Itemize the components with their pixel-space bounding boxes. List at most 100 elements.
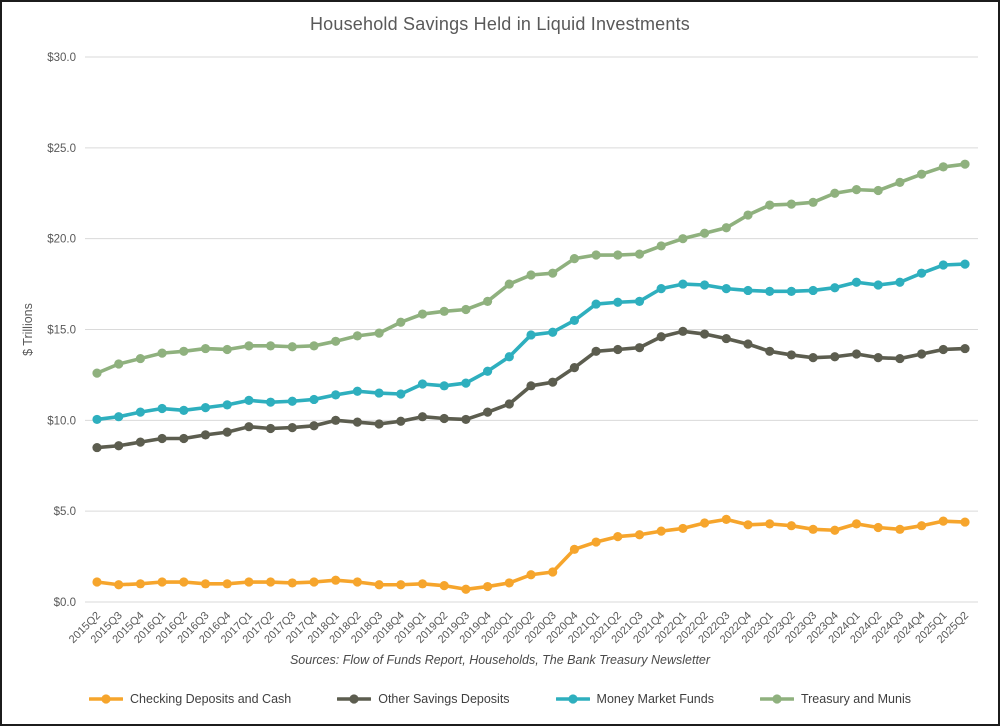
data-point: [266, 397, 276, 407]
data-point: [548, 327, 558, 337]
data-point: [92, 368, 102, 378]
data-point: [960, 259, 970, 269]
data-point: [526, 270, 536, 280]
data-point: [873, 280, 883, 290]
data-point: [179, 346, 189, 356]
data-point: [700, 518, 710, 528]
data-point: [439, 381, 449, 391]
data-point: [374, 388, 384, 398]
data-point: [808, 197, 818, 207]
data-point: [656, 241, 666, 251]
data-point: [114, 580, 124, 590]
data-point: [309, 341, 319, 351]
source-note: Sources: Flow of Funds Report, Household…: [289, 653, 711, 667]
data-point: [895, 353, 905, 364]
data-point: [678, 279, 688, 289]
data-point: [548, 268, 558, 278]
data-point: [830, 352, 840, 362]
data-point: [830, 283, 840, 293]
data-point: [157, 348, 167, 358]
data-point: [504, 279, 514, 289]
legend-label: Checking Deposits and Cash: [130, 692, 292, 706]
y-tick-label: $30.0: [47, 52, 76, 64]
y-tick-label: $10.0: [47, 415, 76, 427]
data-point: [222, 344, 232, 355]
data-point: [765, 286, 775, 296]
data-point: [222, 579, 232, 589]
legend-item: Other Savings Deposits: [337, 692, 510, 706]
data-point: [721, 223, 731, 233]
data-point: [548, 377, 558, 387]
data-point: [396, 416, 406, 426]
data-point: [483, 296, 493, 306]
data-point: [287, 396, 297, 406]
data-point: [678, 326, 688, 336]
data-point: [569, 254, 580, 264]
legend-marker-icon: [337, 694, 372, 704]
data-point: [504, 352, 514, 362]
data-point: [244, 422, 254, 432]
data-point: [743, 210, 753, 220]
data-point: [613, 532, 623, 542]
data-point: [439, 413, 449, 424]
y-tick-label: $5.0: [54, 506, 76, 518]
data-point: [135, 437, 145, 447]
plot-area: $0.0 $5.0 $10.0 $15.0 $20.0 $25.0 $30.0 $ Trill…: [21, 52, 978, 646]
data-point: [721, 333, 731, 344]
series-money-market-funds: [92, 259, 970, 425]
legend-item: Money Market Funds: [555, 692, 714, 706]
data-point: [244, 341, 254, 351]
data-point: [721, 284, 731, 294]
data-point: [309, 577, 319, 587]
data-point: [504, 578, 514, 588]
data-point: [396, 580, 406, 590]
data-point: [504, 399, 514, 409]
data-point: [548, 567, 558, 577]
data-point: [222, 427, 232, 437]
data-point: [851, 185, 862, 195]
data-point: [374, 419, 384, 429]
legend-marker-icon: [555, 694, 590, 704]
data-point: [483, 407, 493, 417]
data-point: [244, 577, 254, 587]
data-point: [765, 346, 775, 356]
data-point: [678, 523, 688, 534]
data-point: [656, 284, 666, 294]
data-point: [830, 188, 840, 198]
data-point: [331, 336, 341, 346]
y-tick-label: $15.0: [47, 325, 76, 337]
data-point: [873, 522, 883, 533]
data-point: [786, 286, 797, 296]
data-point: [786, 199, 797, 209]
data-point: [200, 403, 211, 413]
data-point: [179, 433, 189, 444]
data-point: [200, 430, 211, 440]
data-point: [591, 250, 601, 260]
data-point: [244, 395, 254, 405]
data-point: [352, 417, 362, 427]
data-point: [873, 353, 883, 363]
data-point: [266, 577, 276, 587]
data-point: [222, 400, 232, 410]
data-point: [634, 343, 645, 353]
data-point: [700, 329, 710, 339]
data-point: [851, 277, 862, 287]
data-point: [656, 526, 666, 536]
data-point: [613, 297, 623, 307]
data-point: [157, 577, 167, 587]
data-point: [331, 415, 341, 425]
data-point: [938, 516, 948, 526]
data-point: [960, 159, 970, 169]
y-tick-label: $25.0: [47, 143, 76, 155]
data-point: [135, 407, 145, 417]
data-point: [396, 317, 406, 327]
series-treasury-and-munis: [92, 159, 970, 378]
data-point: [917, 349, 927, 359]
data-point: [179, 577, 189, 587]
data-point: [765, 519, 775, 529]
data-point: [374, 580, 384, 590]
data-point: [569, 363, 580, 373]
data-point: [721, 514, 731, 524]
data-point: [200, 579, 211, 589]
data-point: [461, 414, 471, 425]
